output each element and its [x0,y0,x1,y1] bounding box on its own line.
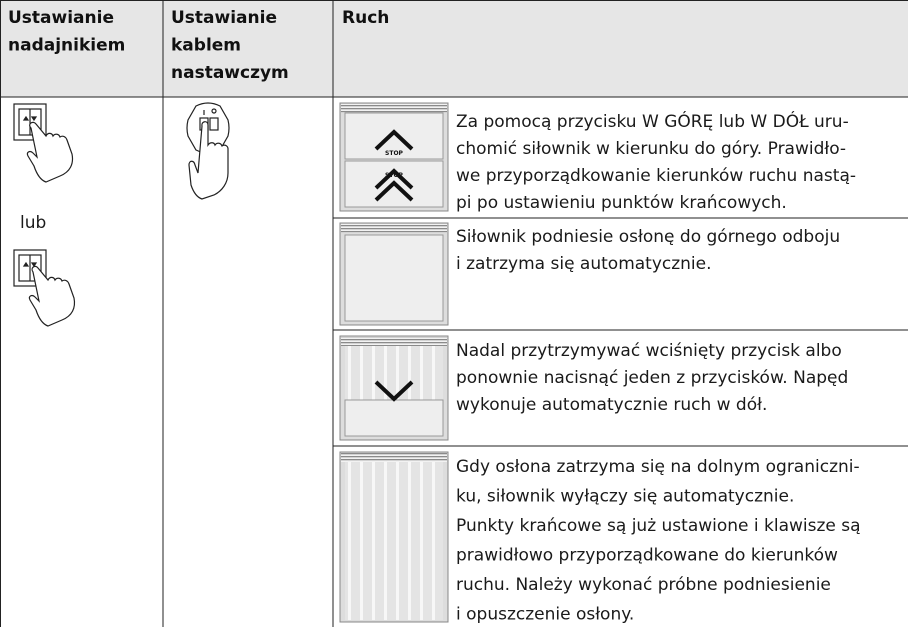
transmitter-icon [13,249,76,327]
description-line: we przyporządkowanie kierunków ruchu nas… [456,166,856,186]
description-line: i zatrzyma się automatycznie. [456,254,712,274]
description-line: prawidłowo przyporządkowane do kierunków [456,546,838,566]
header-label: Ruch [342,8,389,28]
description-line: ruchu. Należy wykonać próbne podniesieni… [456,575,831,595]
description-line: ponownie nacisnąć jeden z przycisków. Na… [456,368,848,388]
header-label: Ustawianie [171,8,277,28]
or-label: lub [20,213,46,233]
motion-icon-closed [339,451,449,623]
description-line: ku, siłownik wyłączy się automatycznie. [456,487,794,507]
description-line: chomić siłownik w kierunku do góry. Praw… [456,139,846,159]
header-bg [0,0,908,97]
cable-icon [186,102,230,200]
description-line: i opuszczenie osłony. [456,605,634,625]
description-line: Siłownik podniesie osłonę do górnego odb… [456,227,840,247]
header-label: nadajnikiem [8,36,125,56]
motion-icon-open [339,222,449,326]
motion-icon-down [339,335,449,441]
header-label: kablem [171,36,241,56]
header-label: Ustawianie [8,8,114,28]
description-line: Za pomocą przycisku W GÓRĘ lub W DÓŁ uru… [456,110,849,132]
stop-label: STOP [385,172,404,179]
stop-label: STOP [385,150,404,157]
description-line: Nadal przytrzymywać wciśnięty przycisk a… [456,341,842,361]
descriptions: Za pomocą przycisku W GÓRĘ lub W DÓŁ uru… [456,110,861,625]
description-line: pi po ustawieniu punktów krańcowych. [456,193,787,213]
description-line: wykonuje automatycznie ruch w dół. [456,395,767,415]
header: Ustawianie nadajnikiem Ustawianie kablem nas… [8,8,389,83]
motion-icon-up: STOP STOP [339,102,449,212]
header-label: nastawczym [171,63,289,83]
description-line: Gdy osłona zatrzyma się na dolnym ograni… [456,457,860,477]
transmitter-icon [13,103,74,183]
description-line: Punkty krańcowe są już ustawione i klawi… [456,516,861,536]
